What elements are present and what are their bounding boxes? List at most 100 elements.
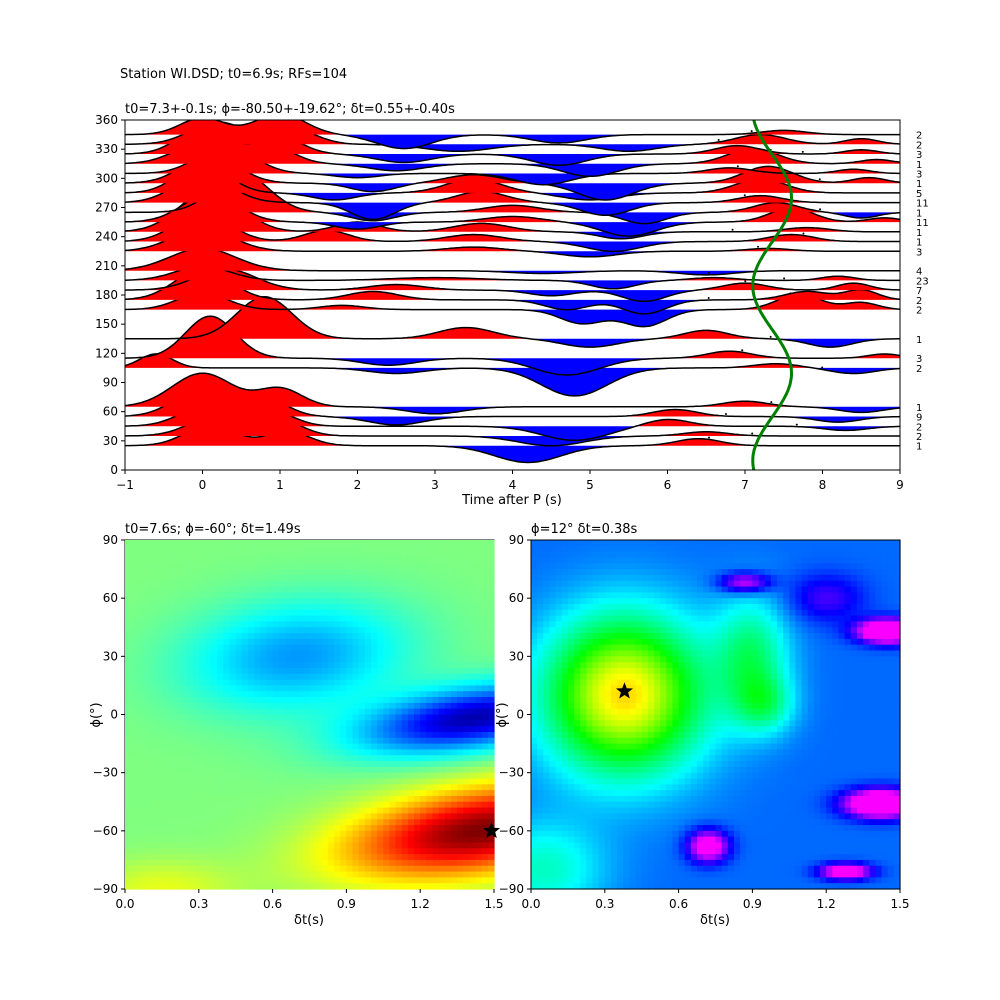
heatmap-cell xyxy=(414,761,421,768)
heatmap-cell xyxy=(641,883,649,890)
heatmap-cell xyxy=(303,825,311,832)
heatmap-cell xyxy=(352,784,360,791)
heatmap-cell xyxy=(168,807,175,814)
trace-count-label: 1 xyxy=(916,160,922,171)
heatmap-cell xyxy=(438,795,446,803)
heatmap-cell xyxy=(377,726,384,733)
heatmap-cell xyxy=(186,545,194,553)
heatmap-cell xyxy=(401,790,409,797)
heatmap-cell xyxy=(340,807,347,814)
heatmap-cell xyxy=(574,749,581,756)
heatmap-cell xyxy=(549,784,557,791)
heatmap-cell xyxy=(241,638,249,646)
heatmap-cell xyxy=(617,865,624,873)
heatmap-cell xyxy=(155,691,163,698)
heatmap-cell xyxy=(463,569,470,576)
heatmap-cell xyxy=(475,569,483,576)
trace-line xyxy=(125,228,900,258)
heatmap-cell xyxy=(463,551,470,559)
heatmap-cell xyxy=(383,673,391,681)
heatmap-cell xyxy=(567,627,575,634)
heatmap-cell xyxy=(168,737,175,745)
heatmap-cell xyxy=(168,545,175,553)
heatmap-cell xyxy=(475,784,483,791)
heatmap-cell xyxy=(217,842,224,849)
heatmap-cell xyxy=(327,638,335,646)
heatmap-cell xyxy=(598,569,606,576)
heatmap-cell xyxy=(549,598,557,605)
heatmap-cell xyxy=(389,685,397,692)
heatmap-cell xyxy=(204,761,212,768)
heatmap-cell xyxy=(641,813,649,820)
heatmap-cell xyxy=(635,569,643,576)
heatmap-cell xyxy=(137,656,145,663)
heatmap-cell xyxy=(623,662,630,669)
heatmap-cell xyxy=(426,830,434,838)
heatmap-cell xyxy=(155,720,163,727)
heatmap-cell xyxy=(475,807,483,814)
heatmap-cell xyxy=(623,551,630,559)
heatmap-cell xyxy=(254,708,261,716)
heatmap-cell xyxy=(186,790,194,797)
heatmap-cell xyxy=(574,609,581,617)
heatmap-cell xyxy=(235,679,243,687)
heatmap-cell xyxy=(395,708,403,716)
heatmap-cell xyxy=(432,621,440,628)
heatmap-cell xyxy=(389,755,397,762)
heatmap-cell xyxy=(469,836,477,844)
heatmap-cell xyxy=(235,871,243,878)
heatmap-cell xyxy=(395,685,403,692)
heatmap-cell xyxy=(407,627,415,634)
heatmap-cell xyxy=(487,766,495,774)
heatmap-cell xyxy=(284,842,292,849)
heatmap-cell xyxy=(248,627,255,634)
heatmap-cell xyxy=(407,633,415,640)
heatmap-cell xyxy=(174,731,181,739)
heatmap-cell xyxy=(309,702,317,710)
heatmap-cell xyxy=(487,540,495,547)
heatmap-cell xyxy=(610,586,618,593)
heatmap-cell xyxy=(635,784,643,791)
heatmap-cell xyxy=(383,557,391,564)
heatmap-cell xyxy=(180,667,188,675)
heatmap-cell xyxy=(549,627,557,634)
heatmap-cell xyxy=(641,569,649,576)
heatmap-cell xyxy=(481,574,489,582)
heatmap-cell xyxy=(414,819,421,826)
heatmap-cell xyxy=(567,772,575,780)
heatmap-cell xyxy=(352,871,360,878)
heatmap-cell xyxy=(395,795,403,803)
heatmap-cell xyxy=(149,569,157,576)
heatmap-cell xyxy=(617,574,624,582)
heatmap-cell xyxy=(155,795,163,803)
heatmap-cell xyxy=(371,795,378,803)
heatmap-cell xyxy=(586,557,594,564)
heatmap-cell xyxy=(309,621,317,628)
heatmap-cell xyxy=(586,807,594,814)
heatmap-cell xyxy=(358,557,366,564)
heatmap-cell xyxy=(450,557,458,564)
heatmap-cell xyxy=(241,603,249,611)
heatmap-cell xyxy=(543,795,551,803)
heatmap-cell xyxy=(180,580,188,588)
heatmap-cell xyxy=(641,592,649,599)
heatmap-cell xyxy=(235,731,243,739)
heatmap-cell xyxy=(204,609,212,617)
heatmap-cell xyxy=(463,865,470,873)
heatmap-cell xyxy=(389,563,397,570)
heatmap-cell xyxy=(272,766,280,774)
heatmap-cell xyxy=(549,691,557,698)
heatmap-cell xyxy=(149,854,157,861)
heatmap-cell xyxy=(192,697,200,704)
heatmap-cell xyxy=(432,633,440,640)
heatmap-cell xyxy=(567,761,575,768)
heatmap-cell xyxy=(229,784,237,791)
heatmap-cell xyxy=(586,656,594,663)
heatmap-cell xyxy=(395,586,403,593)
heatmap-cell xyxy=(531,813,538,820)
heatmap-cell xyxy=(211,871,218,878)
heatmap-cell xyxy=(260,598,268,605)
heatmap-cell xyxy=(346,644,354,652)
heatmap-cell xyxy=(180,842,188,849)
heatmap-cell xyxy=(198,825,206,832)
